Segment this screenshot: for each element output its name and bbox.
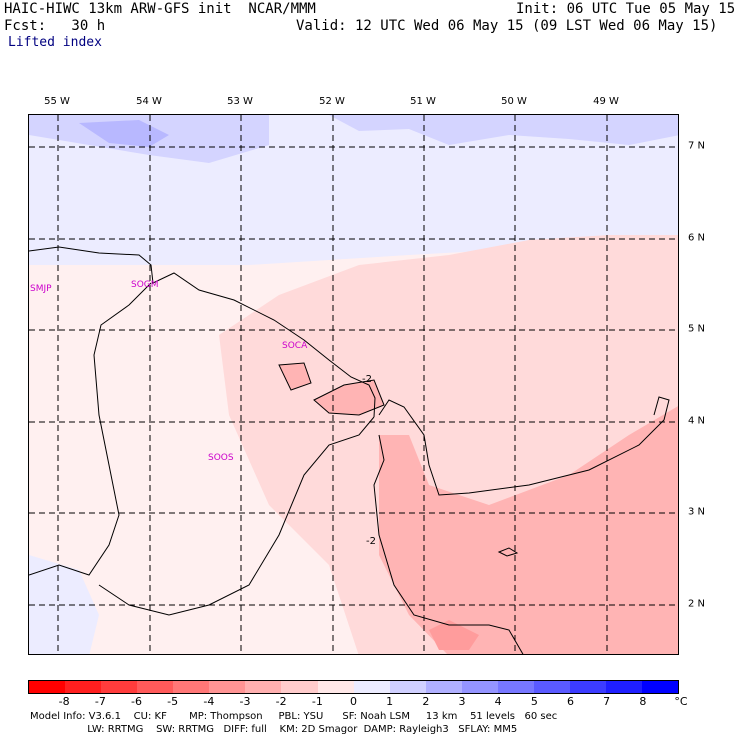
- colorbar-swatch: [245, 681, 282, 693]
- coastlines: [29, 246, 670, 654]
- contour-label-1: -2: [362, 374, 372, 385]
- colorbar-tick-label: 7: [603, 695, 611, 708]
- field-unstable-cell-c: [429, 620, 479, 650]
- border-suriname: [29, 282, 152, 576]
- colorbar-swatch: [425, 681, 462, 693]
- colorbar-tick-label: 2: [422, 695, 430, 708]
- contour-cell-a: [278, 362, 312, 391]
- colorbar-swatch: [137, 681, 174, 693]
- colorbar-swatch: [353, 681, 390, 693]
- colorbar-swatch: [209, 681, 246, 693]
- colorbar-swatch: [281, 681, 318, 693]
- colorbar-swatch: [606, 681, 643, 693]
- lat-label-2n: 2 N: [688, 598, 706, 610]
- lon-label-49w: 49 W: [593, 96, 619, 107]
- lon-label-55w: 55 W: [44, 96, 70, 107]
- coastline-amazon-mouth: [373, 434, 524, 654]
- lat-label-6n: 6 N: [688, 232, 706, 244]
- colorbar: [28, 680, 679, 694]
- model-info-line2: LW: RRTMG SW: RRTMG DIFF: full KM: 2D Sm…: [30, 724, 518, 735]
- field-stable-core-ne: [329, 115, 678, 145]
- lat-label-7n: 7 N: [688, 140, 706, 152]
- colorbar-tick-label: 3: [458, 695, 466, 708]
- contour-label-2: -2: [366, 536, 376, 547]
- contour-cell-b: [313, 379, 385, 416]
- colorbar-tick-label: -6: [131, 695, 142, 708]
- field-name: Lifted index: [8, 35, 102, 50]
- colorbar-swatch: [461, 681, 498, 693]
- coastline-guianas: [29, 246, 376, 418]
- model-title: HAIC-HIWC 13km ARW-GFS init NCAR/MMM: [4, 1, 316, 17]
- lon-label-52w: 52 W: [319, 96, 345, 107]
- colorbar-swatch: [389, 681, 426, 693]
- valid-time: Valid: 12 UTC Wed 06 May 15 (09 LST Wed …: [296, 18, 718, 34]
- lat-label-4n: 4 N: [688, 415, 706, 427]
- station-soca: SOCA: [282, 341, 308, 351]
- colorbar-tick-label: 1: [386, 695, 394, 708]
- colorbar-swatch: [173, 681, 210, 693]
- border-french-guiana: [98, 416, 375, 616]
- colorbar-swatch: [65, 681, 102, 693]
- colorbar-swatch: [642, 681, 679, 693]
- init-time: Init: 06 UTC Tue 05 May 15: [516, 1, 736, 17]
- colorbar-swatch: [101, 681, 138, 693]
- colorbar-tick-label: 6: [567, 695, 574, 708]
- lon-label-50w: 50 W: [501, 96, 527, 107]
- model-info-line1: Model Info: V3.6.1 CU: KF MP: Thompson P…: [30, 711, 558, 722]
- lon-label-51w: 51 W: [410, 96, 436, 107]
- forecast-hour: Fcst: 30 h: [4, 18, 106, 34]
- lon-label-54w: 54 W: [136, 96, 162, 107]
- colorbar-tick-label: -3: [239, 695, 251, 708]
- colorbar-tick-label: -2: [275, 695, 287, 708]
- field-stable-max: [79, 120, 169, 147]
- colorbar-unit: °C: [674, 695, 688, 708]
- lat-label-3n: 3 N: [688, 506, 706, 518]
- colorbar-swatch: [497, 681, 534, 693]
- colorbar-tick-label: 0: [350, 695, 357, 708]
- lon-label-53w: 53 W: [227, 96, 253, 107]
- colorbar-swatch: [317, 681, 354, 693]
- map-canvas: [29, 115, 678, 654]
- colorbar-tick-label: -5: [167, 695, 179, 708]
- colorbar-tick-label: 5: [530, 695, 538, 708]
- colorbar-swatch: [29, 681, 66, 693]
- field-unstable-core: [379, 406, 678, 654]
- colorbar-swatch: [533, 681, 570, 693]
- lat-label-5n: 5 N: [688, 323, 706, 335]
- field-unstable-cell-b: [314, 380, 384, 415]
- colorbar-tick-label: -8: [58, 695, 70, 708]
- colorbar-swatch: [569, 681, 606, 693]
- contour-minus2: [278, 362, 385, 416]
- colorbar-tick-label: -1: [311, 695, 323, 708]
- colorbar-tick-label: -7: [94, 695, 106, 708]
- colorbar-tick-label: -4: [203, 695, 215, 708]
- station-sogm: SOGM: [131, 280, 159, 290]
- coastline-amapa: [378, 396, 670, 496]
- lifted-index-map: [28, 114, 679, 655]
- station-smjp: SMJP: [30, 284, 52, 294]
- field-unstable-cell-a: [279, 363, 311, 390]
- colorbar-tick-label: 8: [639, 695, 647, 708]
- island-small: [497, 547, 519, 557]
- station-soos: SOOS: [208, 453, 234, 463]
- colorbar-tick-label: 4: [494, 695, 502, 708]
